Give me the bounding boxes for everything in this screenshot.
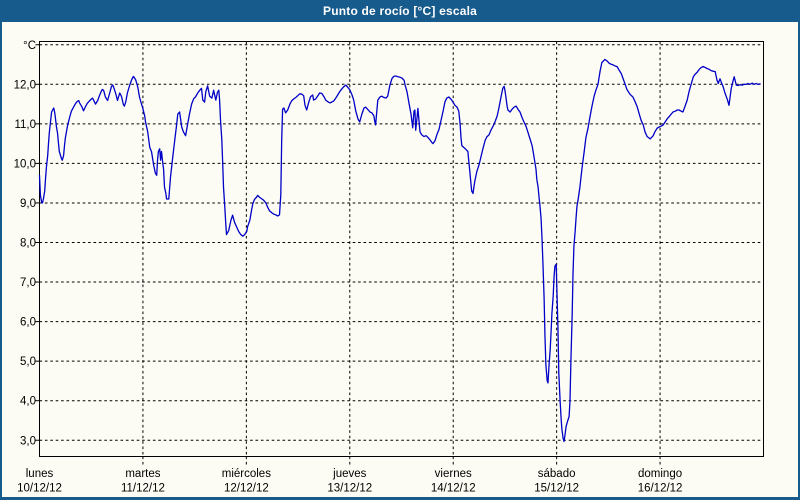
day-label: sábado: [538, 468, 576, 480]
date-label: 11/12/12: [121, 483, 165, 495]
plot-border: [39, 41, 764, 457]
day-label: jueves: [332, 468, 366, 480]
y-tick-label: 9,0: [20, 198, 36, 210]
day-label: martes: [125, 468, 160, 480]
title-bar: Punto de rocío [°C] escala: [0, 0, 800, 22]
day-label: lunes: [26, 468, 54, 480]
y-tick-label: 11,0: [14, 119, 36, 131]
y-tick-label: 7,0: [20, 277, 36, 289]
y-tick-label: 10,0: [14, 158, 36, 170]
date-label: 12/12/12: [224, 483, 269, 495]
date-label: 15/12/12: [534, 483, 579, 495]
chart-panel: [2, 22, 798, 497]
day-label: domingo: [638, 468, 682, 480]
y-tick-label: 4,0: [20, 396, 36, 408]
y-axis-unit-label: °C: [23, 40, 36, 52]
y-tick-label: 8,0: [20, 238, 36, 250]
date-label: 16/12/12: [638, 483, 683, 495]
y-tick-label: 5,0: [20, 356, 36, 368]
day-label: miércoles: [222, 468, 271, 480]
date-label: 13/12/12: [327, 483, 372, 495]
y-tick-label: 12,0: [14, 79, 36, 91]
day-label: viernes: [435, 468, 472, 480]
dewpoint-line: [38, 58, 761, 443]
y-tick-label: 3,0: [20, 435, 36, 447]
window-title: Punto de rocío [°C] escala: [322, 4, 478, 18]
y-tick-label: 6,0: [20, 317, 36, 329]
date-label: 10/12/12: [17, 483, 62, 495]
date-label: 14/12/12: [431, 483, 476, 495]
